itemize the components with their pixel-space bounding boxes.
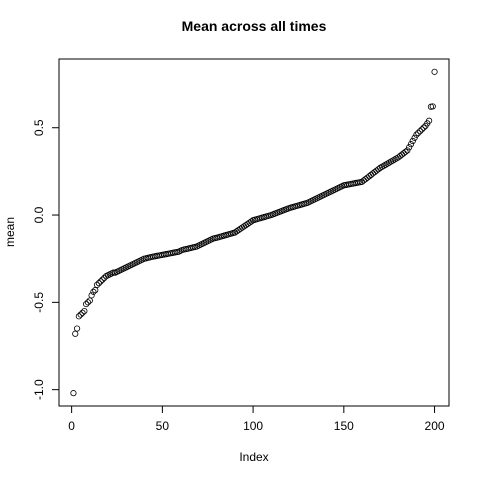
point [73,325,81,332]
point [366,173,373,180]
point [369,170,376,177]
point [84,299,92,306]
point [429,103,436,110]
point [420,124,427,131]
point [90,288,97,295]
point [400,150,407,157]
x-tick-label: 200 [425,419,445,433]
point [415,129,422,137]
point [362,175,369,183]
point [398,151,405,158]
point [406,144,413,151]
point [409,137,416,145]
x-tick-label: 50 [156,419,170,433]
point [373,167,380,174]
point [95,280,102,287]
x-tick-label: 0 [68,419,75,433]
point [407,141,415,148]
point [99,276,106,283]
point [367,171,375,178]
y-tick-label: -1.0 [32,379,46,400]
point [79,309,86,316]
chart-title: Mean across all times [182,18,327,34]
point [426,117,433,124]
point [75,313,82,320]
y-tick-label: -0.5 [32,292,46,313]
point [411,134,418,141]
point [86,297,93,304]
point [418,126,425,133]
point [402,148,409,155]
point [92,287,99,294]
point [81,307,88,315]
point [93,281,101,288]
point [70,390,77,397]
point [83,300,90,308]
x-axis-label: Index [239,450,268,464]
point [72,330,79,337]
point [413,131,420,138]
y-axis-label: mean [3,217,17,247]
point [97,278,104,285]
y-tick-label: 0.5 [32,119,46,136]
point [431,68,438,75]
x-tick-label: 150 [334,419,354,433]
point [248,218,255,225]
point [364,174,371,181]
point [371,168,378,176]
x-tick-label: 100 [243,419,263,433]
point [88,292,95,299]
y-tick-label: 0.0 [32,206,46,223]
point [416,128,424,135]
point [404,147,411,154]
point [77,311,84,318]
plot-frame [58,58,450,407]
point [110,269,117,276]
